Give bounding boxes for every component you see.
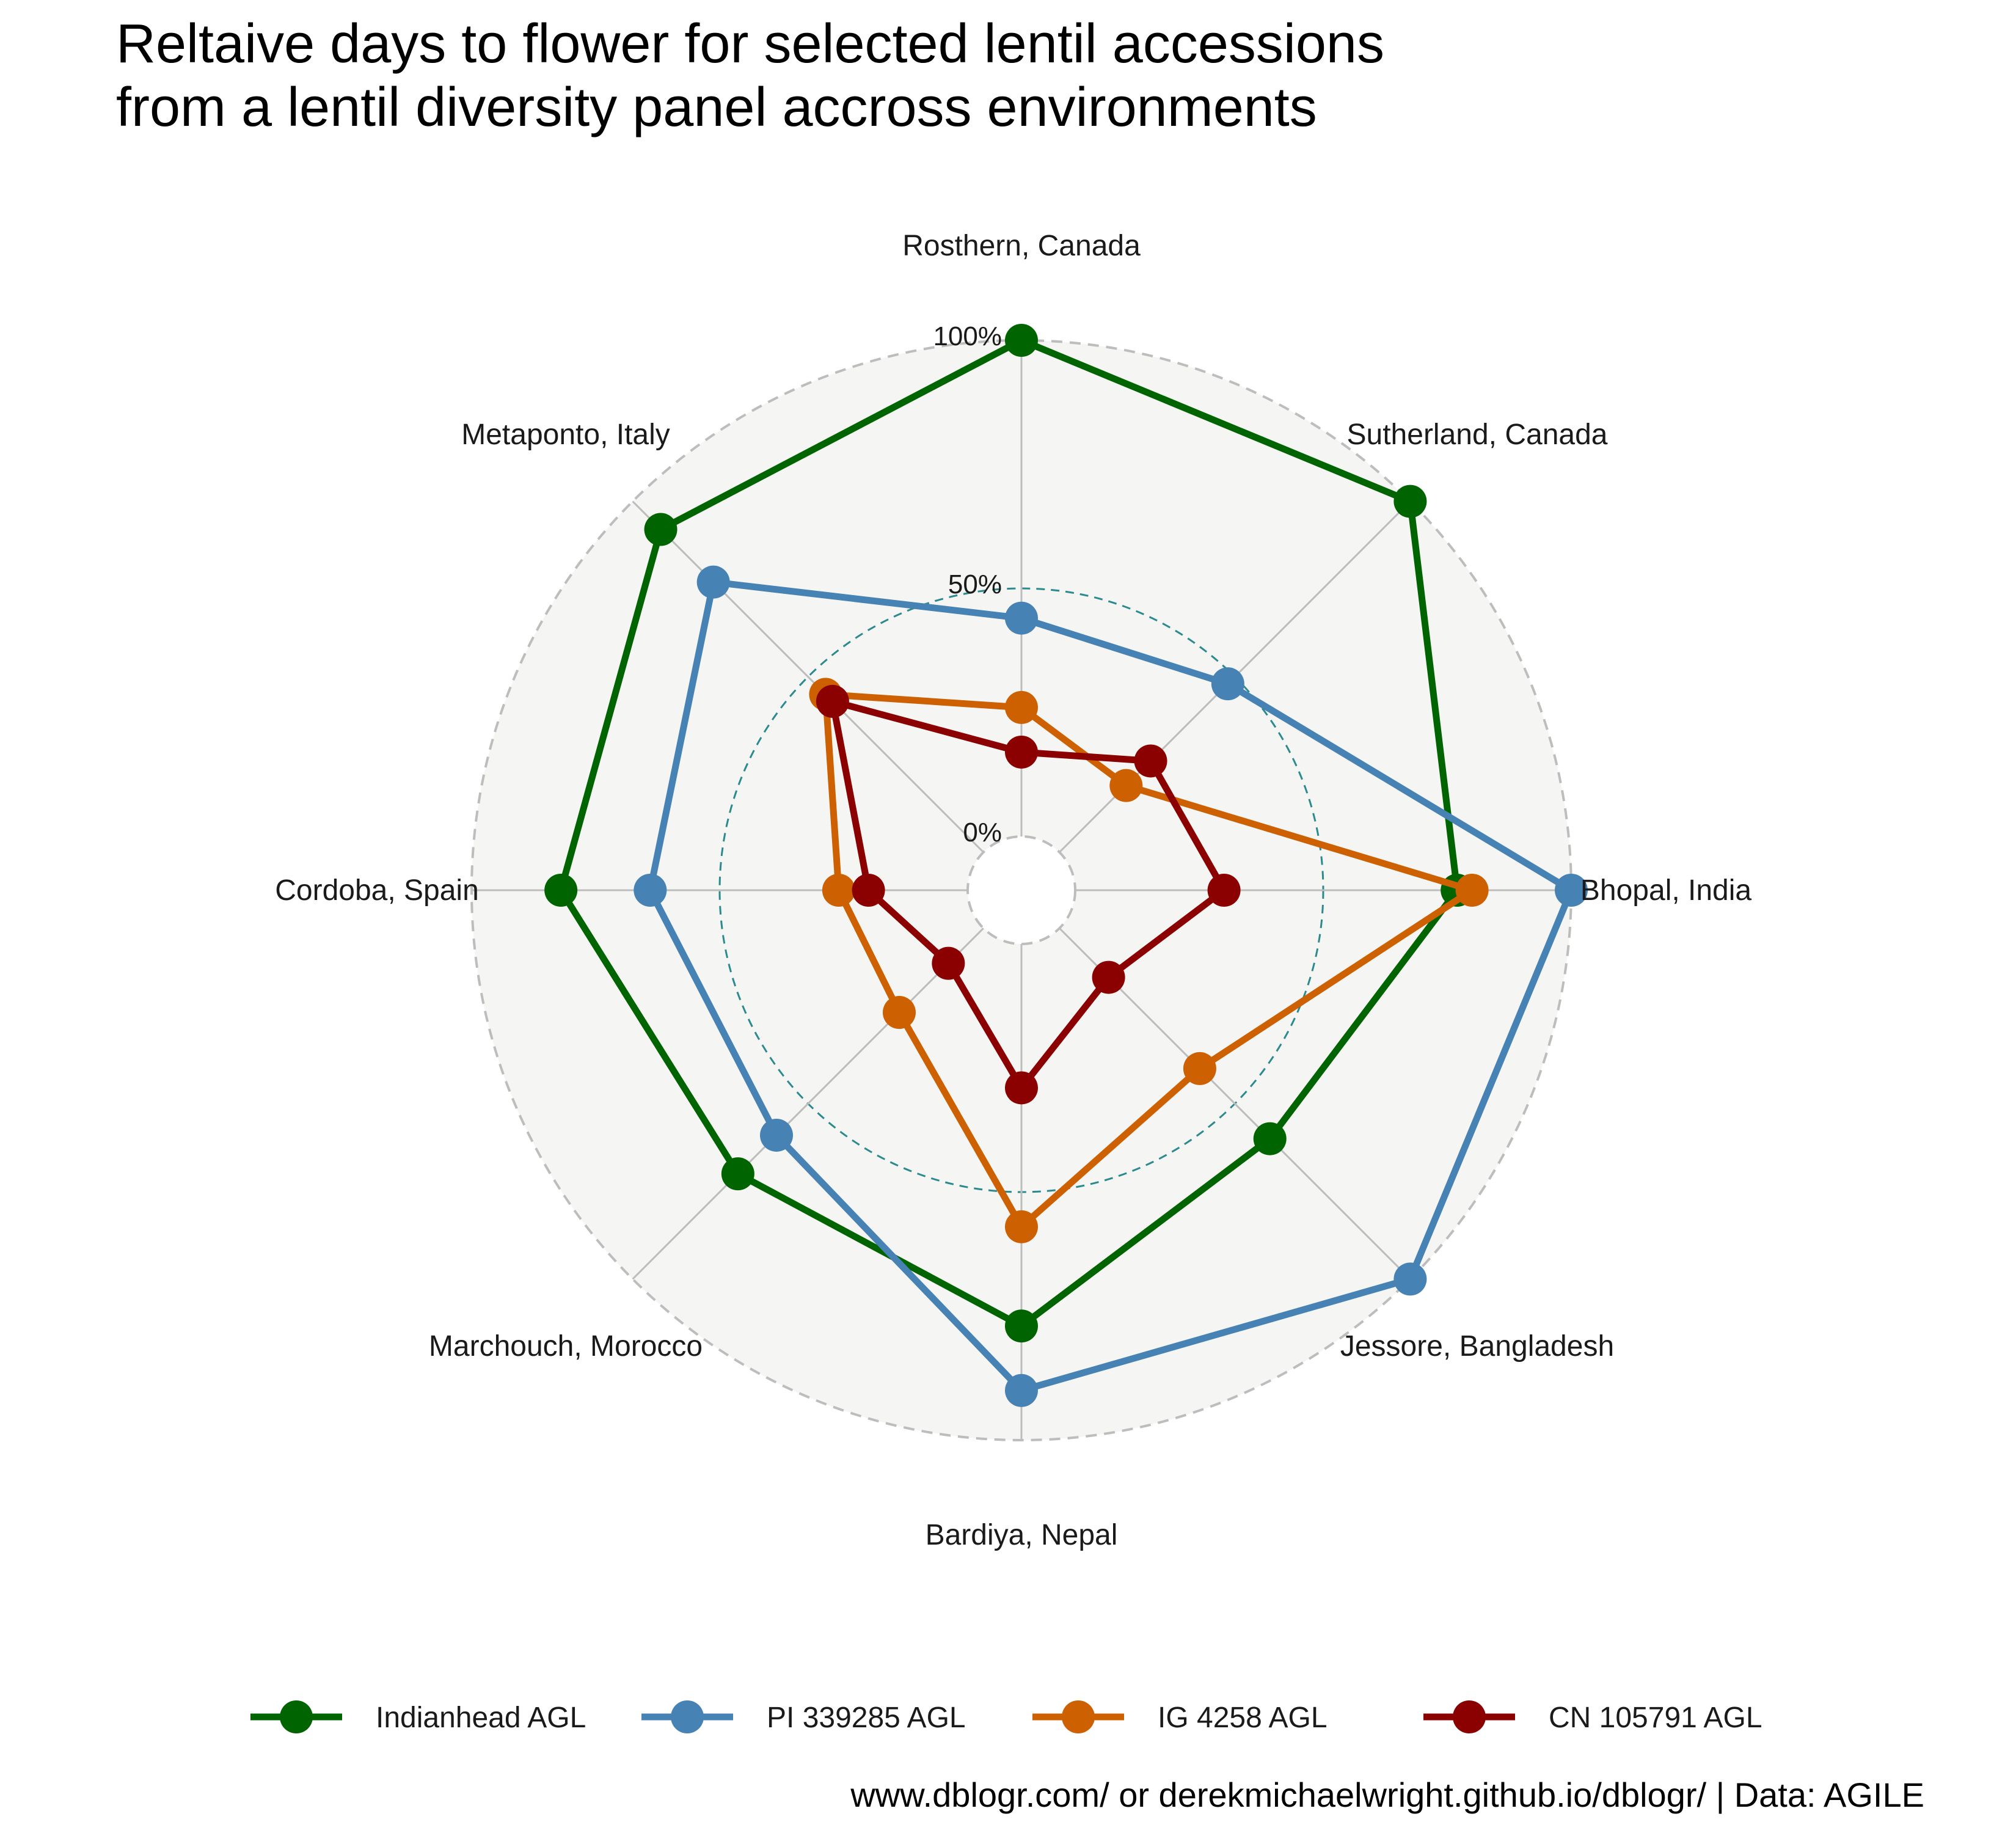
data-point bbox=[1005, 1374, 1038, 1407]
tick-label: 0% bbox=[963, 818, 1002, 847]
data-point bbox=[634, 874, 667, 907]
spoke bbox=[632, 500, 984, 853]
chart-title: Reltaive days to flower for selected len… bbox=[116, 13, 1384, 138]
radar-tick-labels: 0% 50% 100% bbox=[933, 321, 1002, 847]
data-point bbox=[1207, 874, 1241, 907]
chart-caption: www.dblogr.com/ or derekmichaelwright.gi… bbox=[850, 1776, 1924, 1814]
data-point bbox=[1005, 1309, 1038, 1343]
data-point bbox=[816, 684, 849, 718]
tick-label: 100% bbox=[933, 321, 1002, 351]
data-point bbox=[1253, 1122, 1287, 1155]
data-point bbox=[1005, 1210, 1038, 1243]
data-point bbox=[1109, 769, 1143, 802]
spoke bbox=[632, 927, 984, 1280]
legend-key-point bbox=[671, 1700, 704, 1733]
legend-key-point bbox=[1453, 1700, 1486, 1733]
data-point bbox=[1555, 874, 1588, 907]
data-point bbox=[1134, 744, 1167, 778]
data-point bbox=[1092, 960, 1125, 994]
data-point bbox=[1005, 324, 1038, 357]
legend-label: CN 105791 AGL bbox=[1549, 1702, 1762, 1734]
data-point bbox=[932, 946, 965, 980]
legend-item: IG 4258 AGL bbox=[1032, 1700, 1328, 1734]
category-label: Sutherland, Canada bbox=[1347, 419, 1608, 451]
legend-item: Indianhead AGL bbox=[250, 1700, 586, 1734]
data-point bbox=[1393, 1262, 1427, 1296]
data-point bbox=[1005, 601, 1038, 635]
category-label: Bardiya, Nepal bbox=[926, 1519, 1118, 1551]
category-label: Cordoba, Spain bbox=[275, 874, 479, 907]
data-point bbox=[852, 874, 885, 907]
data-point bbox=[822, 874, 855, 907]
legend-key-point bbox=[1062, 1700, 1095, 1733]
data-point bbox=[882, 996, 916, 1030]
category-label: Marchouch, Morocco bbox=[429, 1330, 703, 1363]
data-point bbox=[1005, 1071, 1038, 1105]
radar-series-layer bbox=[544, 324, 1588, 1407]
data-point bbox=[1005, 735, 1038, 769]
data-point bbox=[760, 1118, 794, 1152]
legend-key-point bbox=[280, 1700, 313, 1733]
data-point bbox=[696, 565, 730, 599]
category-label: Jessore, Bangladesh bbox=[1340, 1330, 1614, 1363]
data-point bbox=[544, 874, 578, 907]
data-point bbox=[1393, 485, 1427, 518]
data-point bbox=[1183, 1052, 1216, 1085]
category-label: Bhopal, India bbox=[1580, 874, 1752, 907]
data-point bbox=[1211, 667, 1244, 701]
data-point bbox=[1005, 690, 1038, 724]
data-point bbox=[721, 1157, 754, 1191]
category-label: Rosthern, Canada bbox=[902, 230, 1141, 262]
gridline-0 bbox=[966, 835, 1076, 945]
data-point bbox=[1455, 874, 1489, 907]
legend: Indianhead AGL PI 339285 AGL IG 4258 AGL CN… bbox=[250, 1700, 1762, 1734]
legend-label: IG 4258 AGL bbox=[1158, 1702, 1328, 1734]
legend-label: PI 339285 AGL bbox=[767, 1702, 966, 1734]
legend-label: Indianhead AGL bbox=[376, 1702, 586, 1734]
data-point bbox=[644, 513, 677, 546]
legend-item: PI 339285 AGL bbox=[641, 1700, 966, 1734]
legend-item: CN 105791 AGL bbox=[1423, 1700, 1762, 1734]
category-label: Metaponto, Italy bbox=[461, 419, 670, 451]
radar-category-labels: Rosthern, Canada Sutherland, Canada Bhopal… bbox=[275, 230, 1751, 1551]
tick-label: 50% bbox=[948, 569, 1002, 599]
